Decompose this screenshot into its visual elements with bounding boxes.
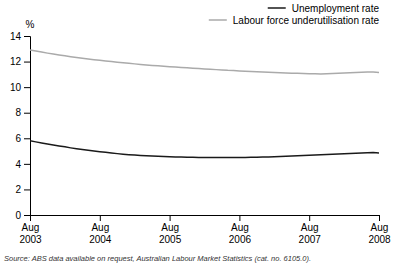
axis-line — [24, 37, 31, 216]
tick-mark — [24, 189, 30, 190]
tick-mark — [379, 215, 380, 221]
tick-mark — [24, 36, 30, 37]
plot: 02468101214Aug2003Aug2004Aug2005Aug2006A… — [10, 31, 391, 245]
tick-label: 10 — [10, 82, 22, 93]
tick-label: Aug2006 — [229, 222, 252, 245]
y-axis-label: % — [26, 19, 35, 30]
tick: 6 — [15, 133, 30, 144]
tick: 14 — [10, 31, 30, 42]
tick-label: 0 — [15, 210, 21, 221]
tick: 4 — [15, 159, 30, 170]
tick-label: Aug2004 — [89, 222, 112, 245]
chart: 02468101214Aug2003Aug2004Aug2005Aug2006A… — [0, 0, 397, 265]
tick-label: Aug2007 — [299, 222, 322, 245]
tick-label: 14 — [10, 31, 22, 42]
series-line — [30, 50, 379, 74]
tick-mark — [309, 215, 310, 221]
tick: Aug2003 — [19, 215, 42, 245]
tick-label: 2 — [15, 184, 21, 195]
tick-mark — [24, 138, 30, 139]
tick-label: 4 — [15, 159, 21, 170]
tick: 10 — [10, 82, 30, 93]
tick-mark — [24, 215, 30, 216]
legend-swatch — [268, 7, 286, 9]
legend-item: Labour force underutilisation rate — [209, 15, 380, 26]
x-axis: Aug2003 Aug2004 Aug2005 Aug2006 Aug2007 Aug20… — [19, 215, 391, 245]
legend: Unemployment rateLabour force underutili… — [209, 3, 380, 26]
tick-mark — [24, 113, 30, 114]
tick-label: 6 — [15, 133, 21, 144]
tick: Aug2006 — [229, 215, 252, 245]
tick: 0 — [15, 210, 30, 221]
tick-label: Aug2005 — [159, 222, 182, 245]
series-line — [30, 141, 379, 158]
tick: Aug2004 — [89, 215, 112, 245]
lines — [30, 50, 379, 157]
tick: 2 — [15, 184, 30, 195]
source-text: Source: ABS data available on request, A… — [4, 254, 311, 263]
axis-line — [31, 216, 380, 222]
tick: 8 — [15, 107, 30, 118]
tick-mark — [24, 62, 30, 63]
tick: Aug2008 — [368, 215, 391, 245]
tick-mark — [170, 215, 171, 221]
tick-mark — [24, 87, 30, 88]
legend-item: Unemployment rate — [268, 3, 380, 14]
legend-swatch — [209, 19, 227, 21]
tick-label: 8 — [15, 107, 21, 118]
y-axis: 0 2 4 6 8 10 12 14 — [10, 31, 31, 221]
tick-mark — [30, 215, 31, 221]
tick: Aug2005 — [159, 215, 182, 245]
tick-label: Aug2008 — [368, 222, 391, 245]
tick-mark — [24, 164, 30, 165]
tick-mark — [239, 215, 240, 221]
tick: 12 — [10, 56, 30, 67]
tick-label: 12 — [10, 56, 22, 67]
legend-label: Labour force underutilisation rate — [233, 15, 380, 26]
tick: Aug2007 — [299, 215, 322, 245]
tick-label: Aug2003 — [19, 222, 42, 245]
legend-label: Unemployment rate — [292, 3, 380, 14]
tick-mark — [100, 215, 101, 221]
